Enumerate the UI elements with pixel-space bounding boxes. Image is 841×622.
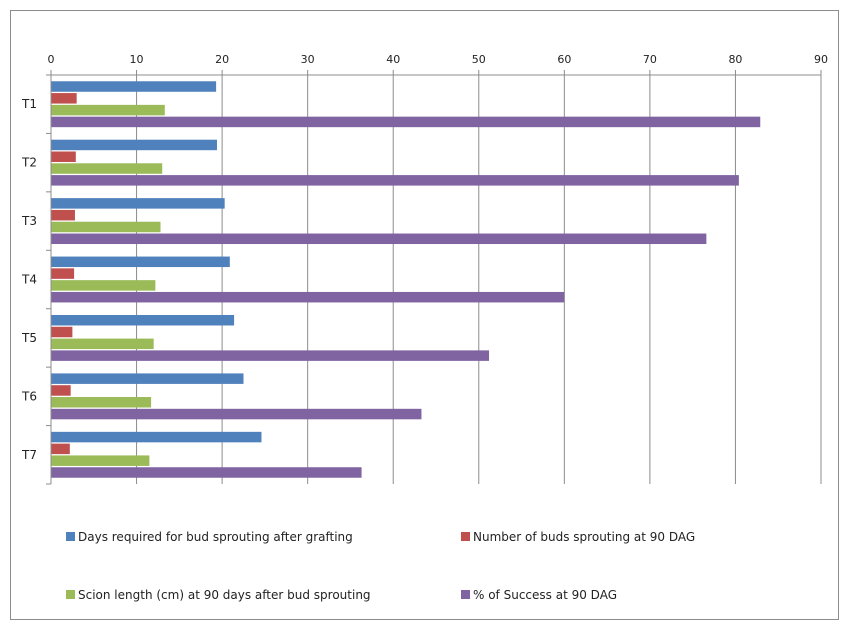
x-tick-label: 20: [215, 53, 229, 66]
legend-label: % of Success at 90 DAG: [473, 588, 617, 602]
x-tick-label: 70: [643, 53, 657, 66]
x-tick-label: 30: [301, 53, 315, 66]
bar: [51, 221, 161, 233]
bar: [51, 209, 75, 221]
x-tick-label: 10: [130, 53, 144, 66]
x-tick-label: 80: [728, 53, 742, 66]
bar: [51, 350, 490, 361]
bar: [51, 455, 150, 466]
bar: [51, 280, 156, 291]
bar: [51, 256, 230, 268]
bar: [51, 93, 77, 104]
bar: [51, 139, 217, 151]
legend-label: Scion length (cm) at 90 days after bud s…: [78, 588, 371, 602]
bar: [51, 338, 154, 350]
bar: [51, 373, 244, 384]
bar: [51, 233, 707, 245]
y-category-label: T4: [21, 273, 37, 287]
bar: [51, 314, 235, 326]
bar: [51, 81, 217, 92]
y-category-label: T7: [21, 448, 37, 462]
bar: [51, 431, 262, 443]
bar: [51, 467, 362, 478]
bar: [51, 385, 71, 396]
bar: [51, 104, 165, 116]
legend-swatch: [66, 532, 75, 541]
legend-label: Days required for bud sprouting after gr…: [78, 530, 353, 544]
x-tick-label: 50: [472, 53, 486, 66]
x-tick-label: 90: [814, 53, 828, 66]
x-tick-label: 0: [48, 53, 55, 66]
bar: [51, 291, 565, 303]
bar: [51, 326, 73, 338]
legend-swatch: [66, 590, 75, 599]
bar: [51, 163, 163, 174]
bar: [51, 175, 739, 186]
axes: 0 10 20 30 40 50 60 70 80 90 T1 T2 T3 T4 T5 T6 T7: [21, 53, 828, 485]
legend: Days required for bud sprouting after gr…: [66, 530, 695, 602]
legend-swatch: [461, 532, 470, 541]
bar: [51, 408, 422, 420]
bar: [51, 443, 70, 455]
legend-swatch: [461, 590, 470, 599]
bar: [51, 151, 76, 162]
bar: [51, 397, 152, 408]
bar: [51, 198, 225, 209]
bar: [51, 268, 75, 279]
legend-label: Number of buds sprouting at 90 DAG: [473, 530, 695, 544]
y-category-label: T3: [21, 214, 37, 228]
x-tick-label: 60: [557, 53, 571, 66]
y-category-label: T6: [21, 389, 37, 403]
y-category-label: T1: [21, 97, 37, 111]
y-category-label: T5: [21, 331, 37, 345]
y-category-label: T2: [21, 156, 37, 170]
gridlines: [136, 75, 822, 484]
bar: [51, 116, 761, 128]
bars: [51, 81, 761, 478]
x-tick-label: 40: [386, 53, 400, 66]
